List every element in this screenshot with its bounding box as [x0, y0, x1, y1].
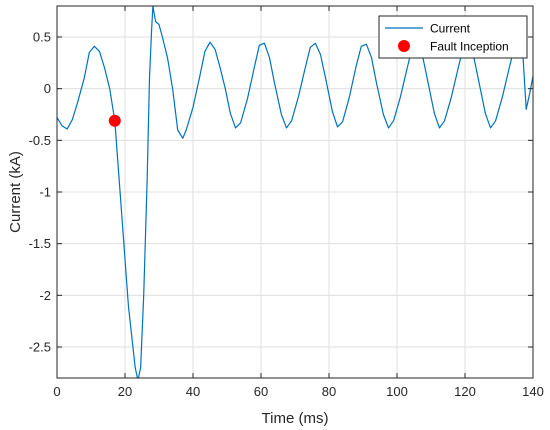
x-tick-label: 60: [254, 384, 268, 399]
x-tick-label: 140: [522, 384, 544, 399]
y-tick-label: -2: [39, 288, 51, 303]
x-tick-label: 100: [386, 384, 408, 399]
fault-inception-marker: [108, 114, 121, 127]
x-tick-label: 0: [53, 384, 60, 399]
legend-label: Fault Inception: [430, 40, 509, 54]
x-tick-label: 80: [322, 384, 336, 399]
x-tick-label: 40: [186, 384, 200, 399]
y-tick-label: 0.5: [33, 30, 51, 45]
legend-swatch-fault-inception: [398, 40, 410, 52]
y-axis-label: Current (kA): [7, 151, 24, 233]
y-tick-label: 0: [44, 81, 51, 96]
x-tick-label: 20: [118, 384, 132, 399]
legend: Current Fault Inception: [378, 15, 528, 59]
y-tick-label: -1: [39, 185, 51, 200]
y-tick-label: -0.5: [29, 133, 51, 148]
y-tick-label: -2.5: [29, 340, 51, 355]
x-tick-label: 120: [454, 384, 476, 399]
y-tick-label: -1.5: [29, 236, 51, 251]
legend-label: Current: [430, 22, 471, 36]
x-axis-label: Time (ms): [262, 410, 329, 427]
series-line-current: [57, 6, 533, 378]
